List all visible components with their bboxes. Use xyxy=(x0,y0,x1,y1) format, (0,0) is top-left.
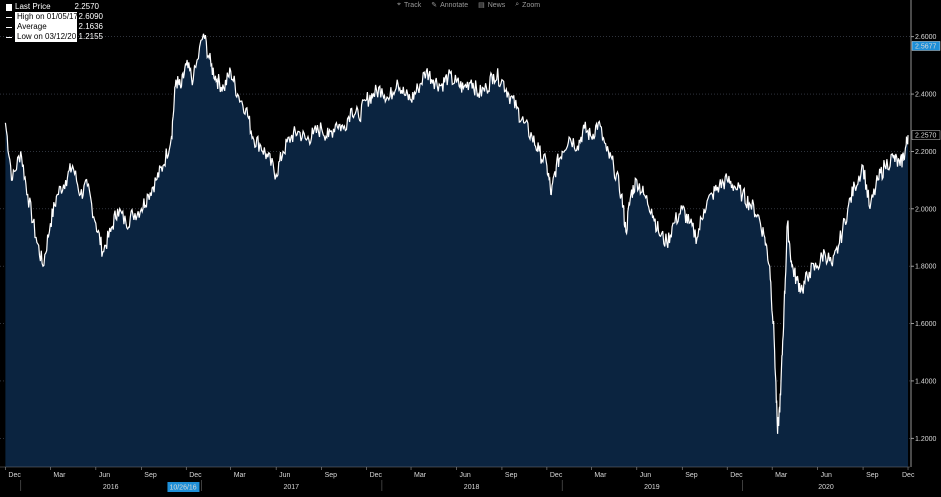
x-month-label: Mar xyxy=(594,472,607,479)
legend-value: 2.2570 xyxy=(74,2,99,11)
x-month-label: Dec xyxy=(189,472,202,479)
legend-line-marker xyxy=(6,36,12,38)
value-badge-label: 2.2570 xyxy=(915,133,937,140)
x-month-label: Sep xyxy=(685,472,698,479)
legend-line-marker xyxy=(6,16,12,18)
price-line xyxy=(4,33,909,434)
track-label: Track xyxy=(403,1,422,9)
x-axis: Dec Mar Jun Sep Dec Mar Jun Sep Dec Mar Jun Sep Dec M… xyxy=(0,466,915,492)
magnifier-icon: ⌕ xyxy=(515,1,520,8)
annotate-label: Annotate xyxy=(440,1,469,9)
annotate-button[interactable]: ✎ Annotate xyxy=(431,1,469,10)
x-year-label: 2019 xyxy=(644,484,660,491)
value-badge-label: 2.5677 xyxy=(915,43,937,50)
x-month-label: Jun xyxy=(640,472,651,479)
legend-line-marker xyxy=(6,26,12,28)
x-month-label: Dec xyxy=(550,472,563,479)
y-tick-label: 2.4000 xyxy=(915,92,937,99)
legend-row-high[interactable]: High on 01/05/17 2.6090 xyxy=(2,12,103,22)
y-tick-label: 2.2000 xyxy=(915,149,937,156)
legend-value: 2.1636 xyxy=(78,22,103,31)
chart-legend: Last Price 2.2570 High on 01/05/17 2.609… xyxy=(2,2,103,42)
x-month-label: Dec xyxy=(370,472,383,479)
x-month-label: Mar xyxy=(53,472,66,479)
track-button[interactable]: ⌖ Track xyxy=(397,1,421,9)
news-icon: ▤ xyxy=(478,2,485,9)
news-button[interactable]: ▤ News xyxy=(478,1,506,10)
crosshair-icon: ⌖ xyxy=(397,1,401,8)
news-label: News xyxy=(487,1,506,9)
y-tick-label: 1.6000 xyxy=(915,321,937,328)
x-month-label: Sep xyxy=(325,472,338,479)
x-month-label: Jun xyxy=(821,472,832,479)
legend-row-last-price[interactable]: Last Price 2.2570 xyxy=(2,2,103,12)
x-year-label: 2016 xyxy=(103,484,119,491)
x-month-label: Sep xyxy=(866,472,879,479)
x-month-label: Sep xyxy=(505,472,518,479)
cursor-date-label: 10/26/16 xyxy=(169,485,196,492)
x-month-label: Mar xyxy=(414,472,427,479)
legend-label: Low on 03/12/20 xyxy=(15,32,77,42)
legend-row-average[interactable]: Average 2.1636 xyxy=(2,22,103,32)
zoom-label: Zoom xyxy=(522,1,541,9)
y-tick-label: 2.6000 xyxy=(915,34,937,41)
chart-toolbar: ⌖ Track ✎ Annotate ▤ News ⌕ Zoom xyxy=(397,1,540,9)
y-tick-label: 1.2000 xyxy=(915,436,937,443)
price-area xyxy=(5,33,908,468)
x-month-label: Mar xyxy=(775,472,788,479)
legend-row-low[interactable]: Low on 03/12/20 1.2155 xyxy=(2,32,103,42)
cursor-date-badge: 10/26/16 xyxy=(167,482,200,492)
value-badge: 2.5677 xyxy=(911,41,941,51)
legend-value: 2.6090 xyxy=(78,12,103,21)
pencil-icon: ✎ xyxy=(431,2,438,9)
legend-value: 1.2155 xyxy=(78,32,103,41)
x-year-label: 2018 xyxy=(464,484,480,491)
x-month-label: Mar xyxy=(234,472,247,479)
y-tick-label: 2.0000 xyxy=(915,206,937,213)
x-month-label: Dec xyxy=(730,472,743,479)
value-badge: 2.2570 xyxy=(911,130,941,140)
x-month-label: Dec xyxy=(902,472,915,479)
legend-label: Last Price xyxy=(15,2,51,11)
zoom-button[interactable]: ⌕ Zoom xyxy=(515,1,540,9)
legend-label: High on 01/05/17 xyxy=(15,12,78,22)
y-tick-label: 1.8000 xyxy=(915,264,937,271)
y-tick-label: 1.4000 xyxy=(915,378,937,385)
legend-swatch xyxy=(6,3,12,11)
x-month-label: Dec xyxy=(8,472,21,479)
x-year-label: 2017 xyxy=(283,484,299,491)
x-month-label: Jun xyxy=(279,472,290,479)
legend-label: Average xyxy=(15,22,77,32)
x-month-label: Jun xyxy=(459,472,470,479)
x-month-label: Sep xyxy=(144,472,157,479)
y-axis: 1.2000 1.4000 1.6000 1.8000 2.0000 2.2000 2.40… xyxy=(910,0,941,467)
x-year-label: 2020 xyxy=(818,484,834,491)
x-month-label: Jun xyxy=(99,472,110,479)
